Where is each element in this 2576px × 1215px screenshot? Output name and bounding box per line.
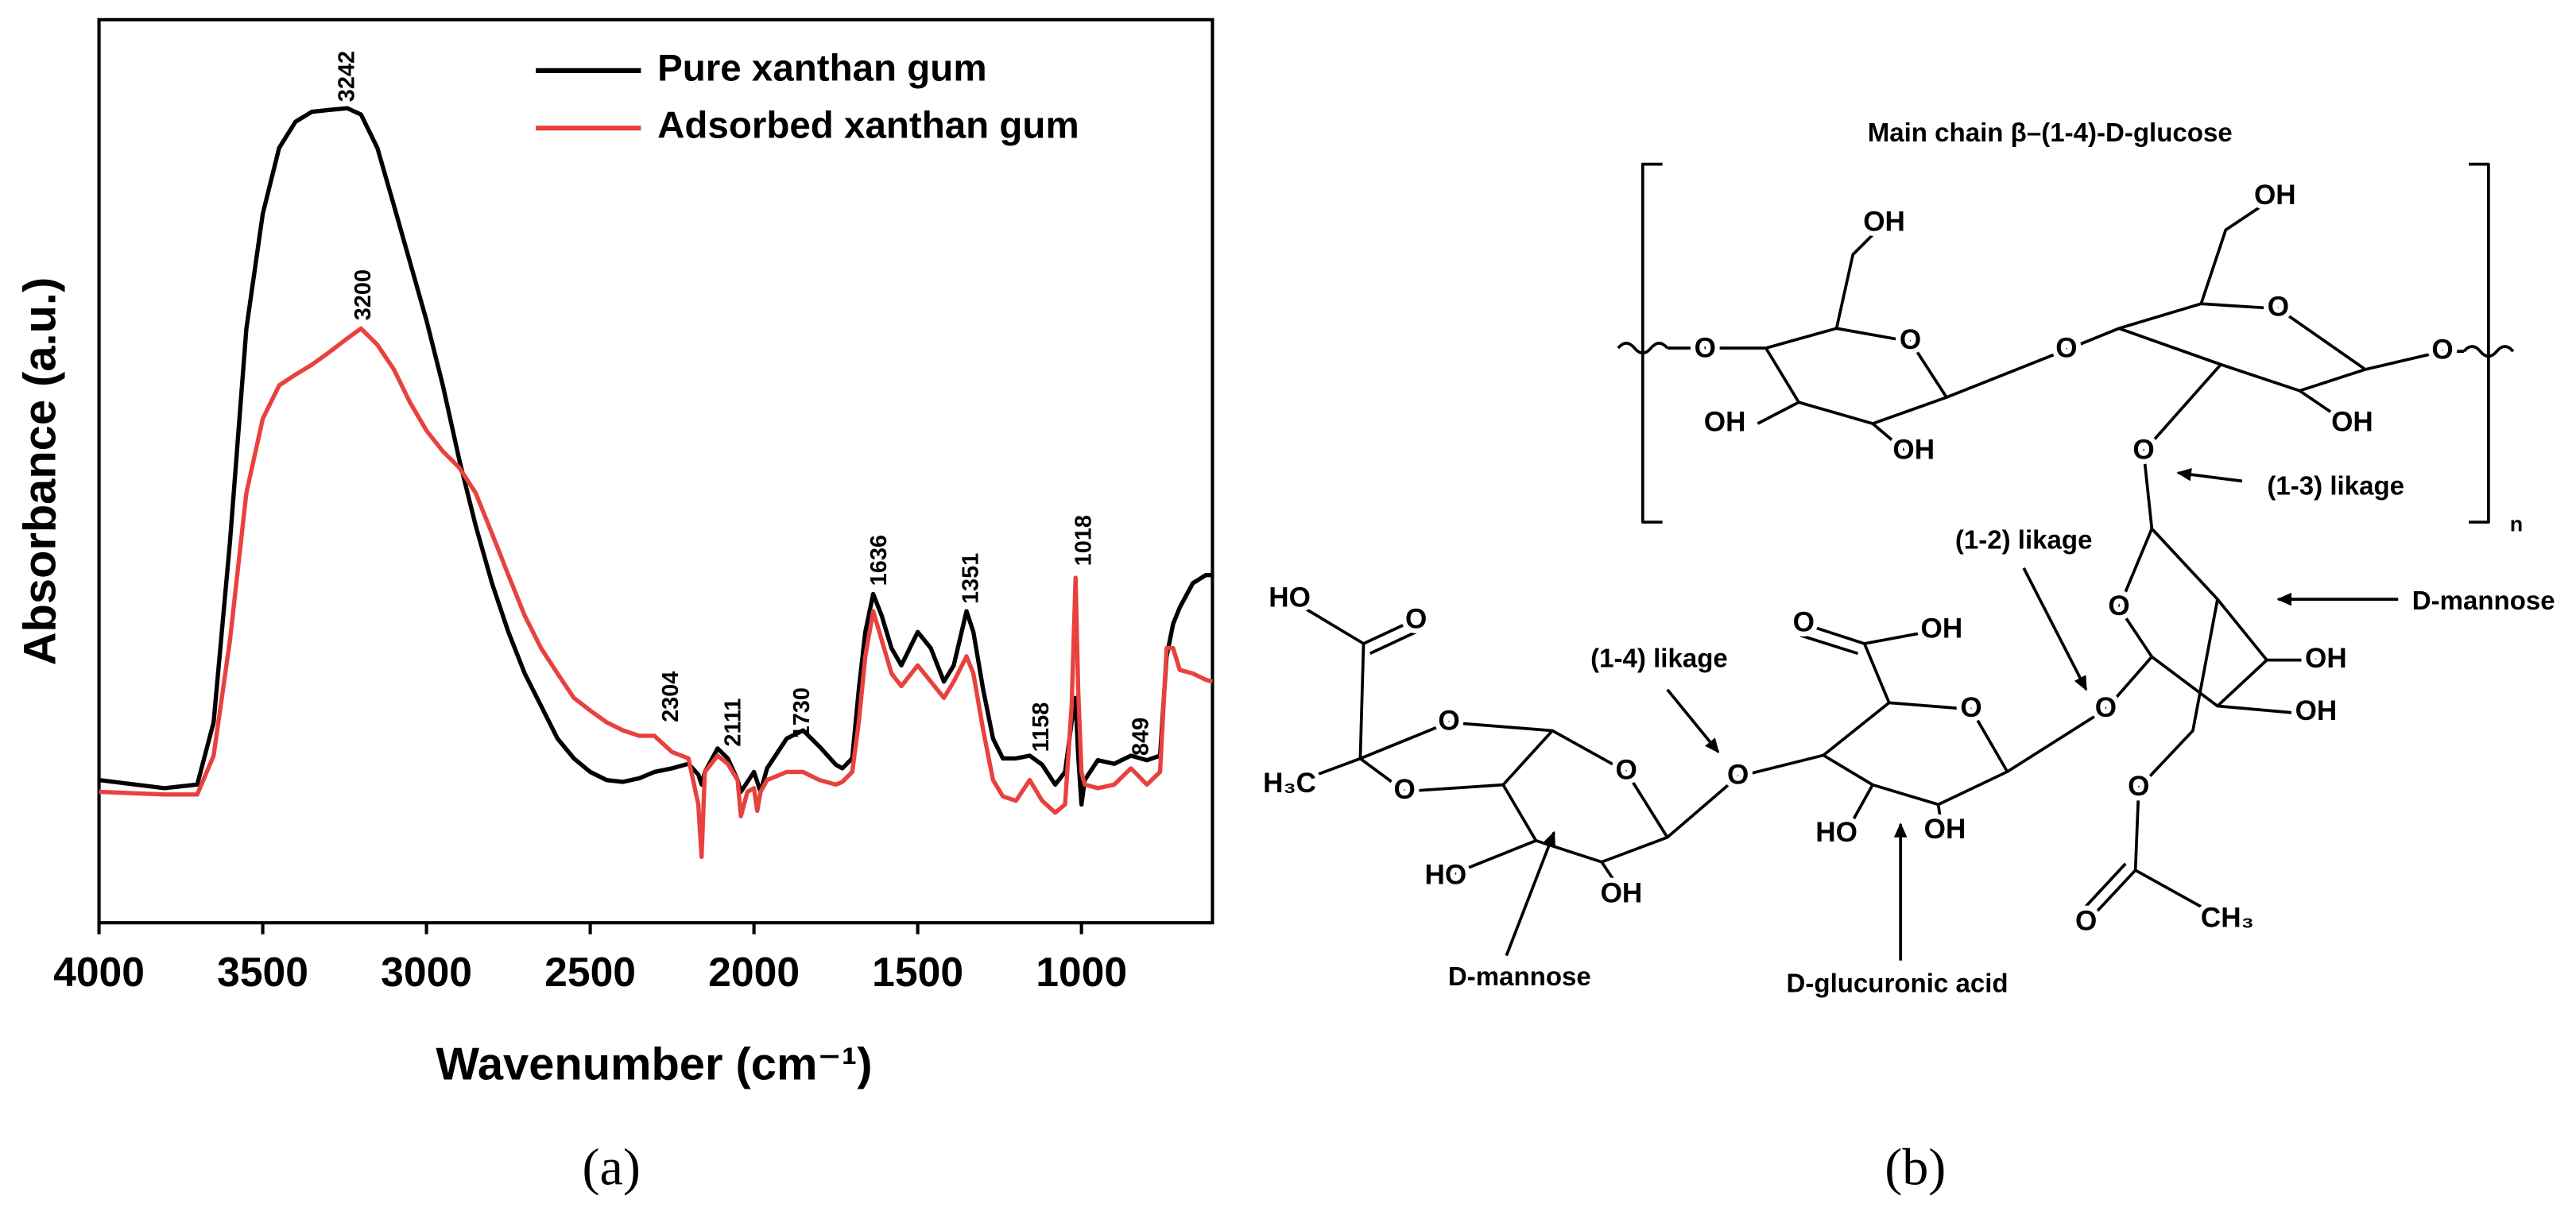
x-tick-label: 3500: [217, 949, 308, 995]
x-tick-label: 2000: [708, 949, 800, 995]
atom-label: OH: [2305, 643, 2347, 674]
bond: [2365, 350, 2464, 371]
arrow: [2176, 467, 2243, 483]
atom-label: O: [1960, 692, 1981, 723]
linkage-label: (1-3) likage: [2267, 471, 2404, 501]
bond: [1946, 327, 2120, 399]
atom-label: OH: [1704, 406, 1746, 437]
atom-label: O: [1405, 603, 1427, 634]
bracket: [1641, 162, 1663, 524]
ring: [1501, 729, 1669, 864]
atom-label: O: [2268, 292, 2289, 323]
bond: [2105, 656, 2320, 714]
bond: [1288, 598, 1553, 793]
atom-label: O: [1793, 606, 1815, 637]
legend-label: Pure xanthan gum: [657, 47, 987, 89]
peak-label: 1351: [958, 553, 983, 604]
linkage-label: (1-2) likage: [1955, 526, 2093, 555]
wavy-bond: [1617, 342, 1669, 355]
ring: [2117, 302, 2367, 393]
arrow: [1505, 830, 1555, 957]
arrow: [2022, 567, 2088, 691]
bond: [1834, 222, 1885, 329]
ring: [2117, 527, 2268, 708]
atom-label: OH: [1924, 814, 1966, 845]
atom-label: O: [1438, 705, 1459, 736]
atom-label: O: [2431, 334, 2453, 365]
peak-label: 2111: [721, 698, 746, 746]
diagram-title: Main chain β–(1-4)-D-glucose: [1868, 118, 2233, 148]
atom-label: CH₃: [2201, 902, 2254, 933]
atom-label: O: [2108, 590, 2129, 621]
atom-label: HO: [1815, 817, 1857, 848]
peak-label: 1158: [1028, 702, 1054, 753]
y-axis-title: Absorbance (a.u.): [15, 277, 66, 666]
atom-label: OH: [1601, 877, 1643, 908]
bond: [2006, 708, 2107, 773]
residue-label: D-glucuronic acid: [1787, 969, 2009, 998]
linkage-label: (1-4) likage: [1590, 644, 1728, 673]
atom-label: OH: [2331, 406, 2373, 437]
bond: [2082, 598, 2219, 921]
residue-label: D-mannose: [1448, 962, 1591, 992]
wavy-bond: [2462, 345, 2515, 358]
bond: [1453, 839, 1620, 888]
atom-label: O: [2128, 771, 2149, 802]
arrow: [1666, 688, 1720, 753]
bond: [1666, 753, 1943, 839]
panel-label: (b): [1885, 1138, 1946, 1196]
peak-label: 3200: [351, 269, 376, 320]
x-tick-label: 1000: [1036, 949, 1127, 995]
structure-diagram: Main chain β–(1-4)-D-glucose OH OH O O: [1258, 118, 2555, 998]
atom-label: HO: [1269, 582, 1311, 613]
atom-label: OH: [1892, 434, 1935, 465]
atom-label: OH: [1921, 613, 1963, 644]
repeat-index: n: [2510, 512, 2523, 536]
x-tick-label: 2500: [544, 949, 636, 995]
bond: [2199, 195, 2276, 304]
x-tick-label: 3000: [381, 949, 472, 995]
atom-label: O: [1727, 760, 1749, 791]
residue-label: D-mannose: [2412, 586, 2555, 616]
atom-label: O: [1615, 754, 1637, 785]
atom-label: H₃C: [1263, 768, 1316, 799]
atom-label: O: [2075, 905, 2097, 936]
atom-label: HO: [1425, 860, 1467, 891]
peak-label: 1018: [1071, 515, 1096, 566]
atom-label: OH: [1863, 206, 1905, 237]
series-line: [99, 106, 1213, 807]
atom-label: OH: [2295, 695, 2338, 726]
atom-label: O: [2055, 332, 2077, 363]
bond: [2142, 363, 2342, 529]
bond: [1757, 400, 1907, 453]
bracket: [2469, 162, 2490, 524]
peak-label: 1636: [866, 535, 892, 586]
ftir-chart: Wavenumber (cm⁻¹) Absorbance (a.u.) 4000…: [15, 17, 1214, 1089]
peak-label: 2304: [658, 671, 684, 722]
peak-label: 849: [1129, 718, 1154, 756]
x-tick-label: 4000: [53, 949, 145, 995]
peak-label: 3242: [334, 51, 359, 102]
bond: [1799, 622, 1935, 704]
atom-label: O: [1695, 332, 1716, 363]
atom-label: O: [1394, 774, 1416, 805]
plot-frame: [97, 17, 1214, 925]
series-line: [99, 326, 1214, 859]
x-axis-title: Wavenumber (cm⁻¹): [436, 1039, 872, 1089]
atom-label: O: [2132, 434, 2154, 465]
atom-label: OH: [2254, 180, 2296, 211]
atom-label: O: [1900, 324, 1921, 355]
x-tick-label: 1500: [872, 949, 963, 995]
atom-label: O: [2095, 692, 2117, 723]
panel-label: (a): [583, 1138, 641, 1196]
peak-label: 1730: [789, 687, 815, 738]
legend-label: Adsorbed xanthan gum: [657, 105, 1079, 147]
